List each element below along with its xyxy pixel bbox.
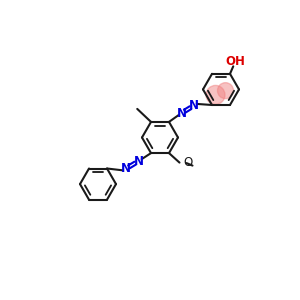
Text: N: N	[176, 107, 187, 120]
Circle shape	[206, 85, 225, 104]
Text: N: N	[188, 99, 199, 112]
Text: N: N	[121, 162, 131, 175]
Text: O: O	[183, 156, 192, 169]
Text: OH: OH	[226, 55, 246, 68]
Circle shape	[218, 83, 233, 99]
Text: N: N	[134, 154, 143, 168]
